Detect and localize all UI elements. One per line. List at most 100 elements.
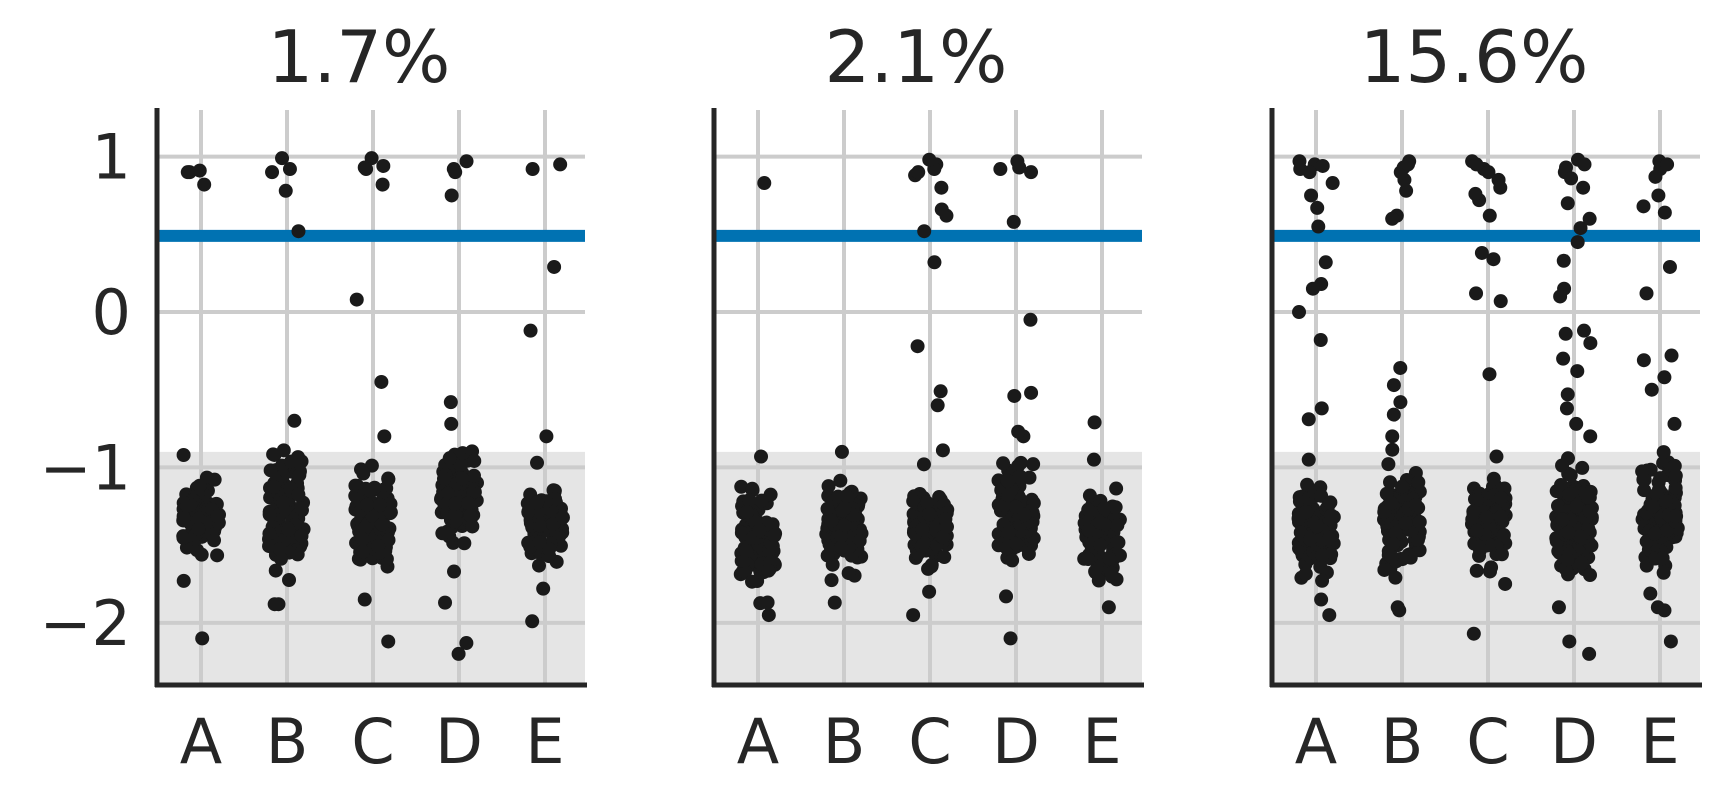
data-point	[1005, 553, 1020, 568]
data-point	[1388, 570, 1403, 585]
outlier-point	[1314, 401, 1329, 416]
data-point	[194, 547, 209, 562]
outlier-point	[1392, 603, 1407, 618]
data-point	[180, 499, 195, 514]
data-point	[837, 501, 852, 516]
data-point	[210, 509, 225, 524]
data-point	[1583, 568, 1598, 583]
outlier-point	[1012, 160, 1027, 175]
data-point	[1575, 460, 1590, 475]
outlier-point	[364, 151, 379, 166]
outlier-point	[265, 165, 280, 180]
x-tick-label: B	[1381, 705, 1424, 778]
x-tick-label: C	[351, 705, 394, 778]
data-point	[1324, 508, 1339, 523]
outlier-point	[1493, 180, 1508, 195]
data-point	[1383, 475, 1398, 490]
data-point	[916, 457, 931, 472]
data-point	[1582, 504, 1597, 519]
data-point	[740, 505, 755, 520]
data-point	[1555, 458, 1570, 473]
data-point	[1555, 512, 1570, 527]
x-tick-label: D	[1550, 705, 1598, 778]
data-point	[356, 544, 371, 559]
outlier-point	[1482, 367, 1497, 382]
data-point	[922, 507, 937, 522]
data-point	[1091, 573, 1106, 588]
outlier-point	[1582, 646, 1597, 661]
outlier-point	[1660, 157, 1675, 172]
data-point	[754, 449, 769, 464]
data-point	[937, 550, 952, 565]
data-point	[377, 429, 392, 444]
outlier-point	[374, 374, 389, 389]
data-point	[742, 493, 757, 508]
y-tick-label: 0	[92, 276, 131, 349]
data-point	[1573, 529, 1588, 544]
x-tick-label: A	[737, 705, 779, 778]
data-point	[357, 592, 372, 607]
data-point	[820, 548, 835, 563]
outlier-point	[1401, 157, 1416, 172]
outlier-point	[448, 165, 463, 180]
data-point	[1498, 576, 1513, 591]
data-point	[1384, 549, 1399, 564]
data-point	[834, 540, 849, 555]
data-point	[1563, 468, 1578, 483]
data-point	[761, 563, 776, 578]
data-point	[192, 511, 207, 526]
outlier-point	[1386, 378, 1401, 393]
data-point	[1110, 518, 1125, 533]
outlier-point	[1292, 305, 1307, 320]
data-point	[1637, 483, 1652, 498]
data-point	[442, 451, 457, 466]
outlier-point	[930, 398, 945, 413]
data-point	[272, 542, 287, 557]
data-point	[753, 596, 768, 611]
data-point	[453, 458, 468, 473]
data-point	[833, 473, 848, 488]
outlier-point	[1657, 205, 1672, 220]
panel-title: 15.6%	[1360, 15, 1589, 99]
data-point	[457, 536, 472, 551]
data-point	[739, 544, 754, 559]
outlier-point	[1562, 634, 1577, 649]
outlier-point	[443, 395, 458, 410]
data-point	[529, 495, 544, 510]
outlier-point	[291, 224, 306, 239]
data-point	[1323, 495, 1338, 510]
data-point	[1412, 514, 1427, 529]
outlier-point	[906, 608, 921, 623]
outlier-point	[278, 183, 293, 198]
data-point	[292, 468, 307, 483]
outlier-point	[927, 255, 942, 270]
outlier-point	[1556, 253, 1571, 268]
data-point	[521, 504, 536, 519]
outlier-point	[1657, 603, 1672, 618]
data-point	[1109, 481, 1124, 496]
data-point	[276, 495, 291, 510]
outlier-point	[1644, 382, 1659, 397]
data-point	[276, 443, 291, 458]
data-point	[1560, 552, 1575, 567]
data-point	[355, 531, 370, 546]
data-point	[381, 472, 396, 487]
data-point	[922, 584, 937, 599]
data-point	[447, 496, 462, 511]
data-point	[999, 589, 1014, 604]
outlier-point	[459, 636, 474, 651]
outlier-point	[1482, 208, 1497, 223]
data-point	[767, 528, 782, 543]
data-point	[1092, 515, 1107, 530]
data-point	[371, 539, 386, 554]
outlier-point	[349, 292, 364, 307]
data-point	[1314, 592, 1329, 607]
outlier-point	[1385, 211, 1400, 226]
data-point	[210, 548, 225, 563]
data-point	[282, 573, 297, 588]
data-point	[467, 453, 482, 468]
x-tick-label: D	[992, 705, 1040, 778]
data-point	[1298, 566, 1313, 581]
panel-2: A B C D E 2.1%	[711, 15, 1144, 778]
outlier-point	[1315, 158, 1330, 173]
